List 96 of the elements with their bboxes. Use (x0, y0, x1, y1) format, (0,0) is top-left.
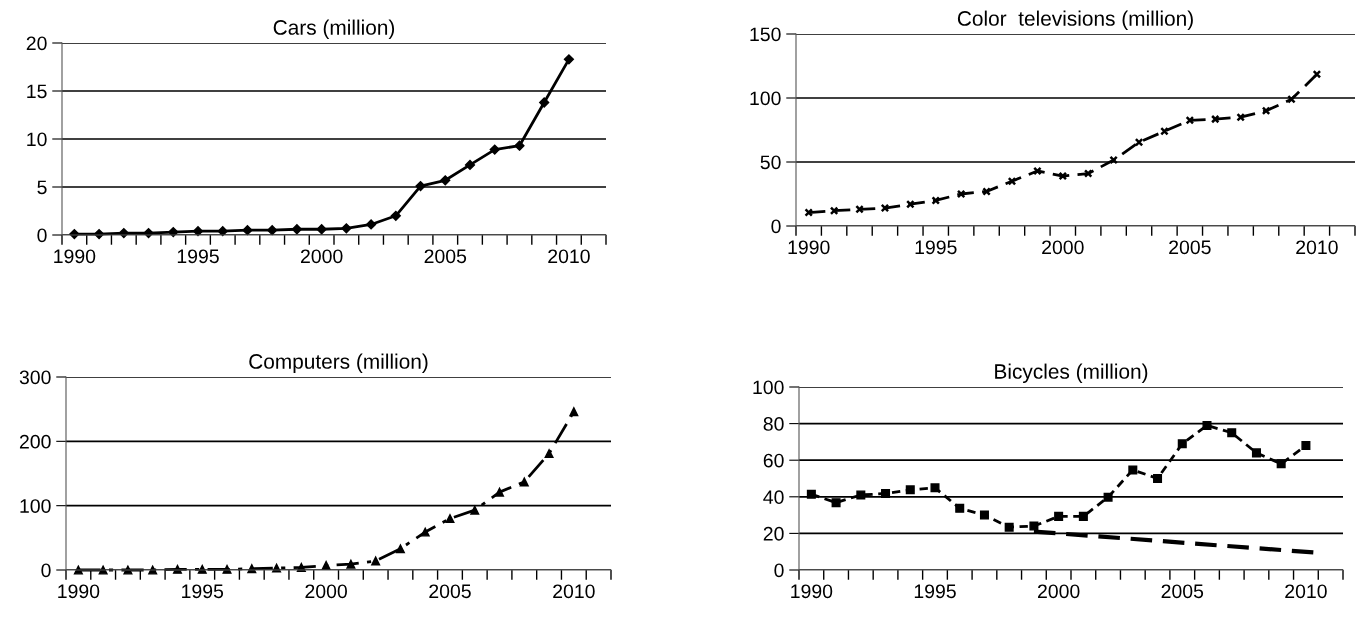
chart-title: Bicycles (million) (995, 363, 1148, 383)
point (242, 225, 253, 236)
y-tick-label: 0 (774, 563, 784, 578)
point (1301, 441, 1311, 451)
point (420, 527, 430, 537)
point (955, 503, 965, 513)
point (1078, 511, 1088, 521)
x-tick-label: 1990 (58, 584, 100, 599)
y-tick-label: 50 (760, 155, 781, 170)
point (341, 223, 352, 234)
x-tick-label: 1995 (915, 240, 957, 255)
y-tick-label: 5 (37, 180, 47, 195)
point (1083, 169, 1093, 178)
point (440, 175, 451, 186)
point (1109, 155, 1118, 165)
point (1227, 428, 1237, 438)
x-tick-label: 2005 (1161, 584, 1204, 599)
y-tick-label: 40 (763, 490, 784, 505)
x-tick-label: 1990 (788, 240, 830, 255)
y-tick-label: 80 (763, 417, 784, 431)
y-tick-label: 0 (771, 219, 781, 234)
point (464, 159, 476, 171)
y-tick-label: 20 (26, 36, 47, 51)
point (445, 514, 455, 524)
point (544, 449, 554, 459)
point (346, 559, 356, 569)
point (291, 224, 303, 235)
x-tick-label: 1995 (177, 249, 219, 264)
point (1033, 166, 1042, 176)
y-tick-label: 60 (763, 453, 784, 468)
y-tick-label: 0 (41, 563, 51, 578)
point (829, 206, 839, 216)
point (1177, 439, 1187, 449)
x-tick-label: 2010 (548, 249, 590, 264)
x-tick-label: 1995 (182, 584, 224, 599)
point (98, 565, 108, 575)
x-tick-label: 2005 (424, 249, 467, 264)
point (1004, 522, 1014, 532)
point (519, 477, 529, 487)
point (192, 226, 204, 237)
point (905, 485, 915, 495)
point (514, 140, 525, 151)
point (1153, 473, 1163, 484)
y-tick-label: 100 (20, 499, 51, 513)
point (470, 505, 480, 515)
y-tick-label: 10 (27, 132, 47, 147)
point (1029, 521, 1039, 531)
point (806, 489, 816, 499)
point (1103, 492, 1113, 502)
y-tick-label: 100 (750, 91, 781, 106)
point (930, 483, 940, 493)
x-tick-label: 2010 (1296, 240, 1338, 255)
point (831, 498, 841, 508)
y-tick-label: 100 (753, 380, 784, 395)
chart-title: Computers (million) (249, 353, 428, 373)
x-tick-label: 2005 (429, 584, 471, 599)
point (73, 565, 83, 575)
y-tick-label: 20 (763, 526, 784, 541)
y-tick-label: 200 (19, 434, 51, 449)
point (267, 225, 278, 236)
x-tick-label: 1990 (54, 249, 96, 264)
point (316, 224, 327, 235)
point (371, 556, 381, 566)
point (1276, 459, 1286, 469)
point (495, 487, 505, 497)
point (395, 544, 405, 554)
chart-title: Color televisions (million) (957, 10, 1193, 30)
chart-title: Cars (million) (273, 19, 395, 39)
point (569, 407, 579, 417)
x-tick-label: 1990 (791, 584, 833, 599)
point (148, 565, 158, 575)
point (123, 565, 133, 575)
point (539, 97, 550, 108)
point (390, 210, 401, 221)
point (1054, 511, 1064, 521)
point (856, 490, 866, 500)
x-tick-label: 2010 (553, 584, 595, 599)
point (1251, 448, 1261, 458)
x-tick-label: 2000 (1042, 240, 1084, 255)
point (979, 510, 989, 520)
x-tick-label: 2000 (1037, 584, 1080, 599)
point (1128, 465, 1138, 475)
x-tick-label: 2000 (305, 584, 347, 599)
x-tick-label: 1995 (914, 584, 956, 599)
x-tick-label: 2005 (1169, 240, 1211, 255)
y-tick-label: 0 (37, 228, 47, 243)
y-tick-label: 15 (27, 84, 47, 99)
point (1202, 420, 1212, 430)
y-tick-label: 150 (750, 27, 781, 42)
point (881, 488, 891, 499)
point (365, 219, 377, 230)
point (563, 54, 575, 65)
point (489, 144, 500, 155)
x-tick-label: 2000 (300, 249, 343, 264)
x-tick-label: 2010 (1285, 584, 1327, 599)
y-tick-label: 300 (19, 370, 51, 385)
